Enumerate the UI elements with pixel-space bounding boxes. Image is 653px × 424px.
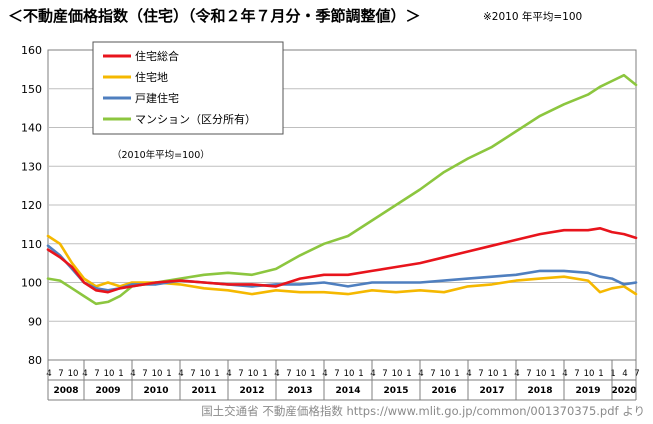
- y-axis: 80 90 100 110 120 130 140 150 160: [21, 44, 42, 367]
- x-month-tick-label: 4: [274, 369, 279, 379]
- x-year-label: 2018: [527, 386, 552, 396]
- legend-label: マンション（区分所有）: [135, 112, 256, 126]
- x-month-tick-label: 1: [550, 369, 555, 379]
- y-tick-label: 160: [21, 44, 42, 57]
- x-month-tick-label: 7: [238, 369, 243, 379]
- y-tick-label: 80: [28, 354, 42, 367]
- x-month-tick-label: 4: [322, 369, 327, 379]
- x-month-tick-label: 4: [178, 369, 183, 379]
- x-month-tick-label: 1: [454, 369, 459, 379]
- x-month-tick-label: 10: [200, 369, 211, 379]
- x-month-tick-label: 1: [406, 369, 411, 379]
- x-month-tick-label: 7: [526, 369, 531, 379]
- x-month-tick-label: 7: [334, 369, 339, 379]
- x-year-label: 2019: [575, 386, 600, 396]
- base-year-note: ※2010 年平均=100: [483, 11, 583, 23]
- x-month-tick-label: 1: [598, 369, 603, 379]
- x-year-label: 2016: [431, 386, 456, 396]
- x-month-tick-label: 10: [584, 369, 595, 379]
- x-month-tick-label: 10: [296, 369, 307, 379]
- x-month-tick-label: 1: [214, 369, 219, 379]
- x-month-tick-label: 4: [466, 369, 471, 379]
- x-month-tick-label: 7: [382, 369, 387, 379]
- x-month-tick-label: 7: [574, 369, 579, 379]
- y-tick-label: 90: [28, 315, 42, 328]
- x-month-tick-label: 4: [562, 369, 567, 379]
- x-month-tick-label: 10: [68, 369, 79, 379]
- series-line-3: [46, 73, 638, 306]
- x-year-label: 2020: [611, 386, 636, 396]
- series-line-2: [46, 244, 638, 292]
- x-month-tick-label: 1: [610, 369, 615, 379]
- y-tick-label: 140: [21, 122, 42, 135]
- x-year-label: 2012: [239, 386, 264, 396]
- x-month-tick-label: 10: [536, 369, 547, 379]
- x-month-tick-label: 7: [286, 369, 291, 379]
- x-month-tick-label: 4: [418, 369, 423, 379]
- x-month-tick-label: 7: [478, 369, 483, 379]
- x-month-tick-label: 7: [142, 369, 147, 379]
- x-year-label: 2017: [479, 386, 504, 396]
- x-month-tick-label: 4: [622, 369, 627, 379]
- legend-label: 住宅総合: [135, 49, 179, 63]
- x-month-tick-label: 4: [370, 369, 375, 379]
- x-month-tick-label: 4: [82, 369, 87, 379]
- x-month-tick-label: 7: [634, 369, 639, 379]
- base-year-annotation: （2010年平均=100）: [112, 149, 210, 161]
- x-year-label: 2011: [191, 386, 216, 396]
- x-month-tick-label: 10: [248, 369, 259, 379]
- x-year-label: 2014: [335, 386, 360, 396]
- y-tick-label: 110: [21, 238, 42, 251]
- y-tick-label: 130: [21, 160, 42, 173]
- x-month-tick-label: 1: [310, 369, 315, 379]
- y-tick-label: 100: [21, 277, 42, 290]
- source-credit: 国土交通省 不動産価格指数 https://www.mlit.go.jp/com…: [201, 404, 645, 418]
- series-line-0: [46, 227, 638, 294]
- x-month-tick-label: 7: [58, 369, 63, 379]
- series-line-1: [46, 234, 638, 296]
- series-lines: [46, 73, 638, 306]
- x-month-tick-label: 10: [104, 369, 115, 379]
- x-year-label: 2010: [143, 386, 168, 396]
- y-tick-label: 120: [21, 199, 42, 212]
- legend-label: 住宅地: [135, 70, 168, 84]
- x-month-tick-label: 4: [46, 369, 51, 379]
- x-month-tick-label: 10: [488, 369, 499, 379]
- page-title: ＜不動産価格指数（住宅）（令和２年７月分・季節調整値）＞: [8, 7, 421, 25]
- x-month-tick-label: 1: [358, 369, 363, 379]
- x-month-tick-label: 7: [190, 369, 195, 379]
- legend-label: 戸建住宅: [135, 91, 179, 105]
- x-month-tick-label: 7: [94, 369, 99, 379]
- x-month-tick-label: 1: [118, 369, 123, 379]
- x-year-label: 2013: [287, 386, 312, 396]
- x-month-tick-label: 10: [344, 369, 355, 379]
- x-year-label: 2008: [53, 386, 78, 396]
- x-month-tick-label: 4: [514, 369, 519, 379]
- x-month-tick-label: 4: [130, 369, 135, 379]
- y-tick-label: 150: [21, 83, 42, 96]
- x-year-label: 2015: [383, 386, 408, 396]
- x-month-tick-label: 1: [502, 369, 507, 379]
- x-year-label: 2009: [95, 386, 120, 396]
- x-month-tick-label: 10: [440, 369, 451, 379]
- x-month-tick-label: 1: [166, 369, 171, 379]
- x-month-tick-label: 1: [262, 369, 267, 379]
- x-month-tick-label: 4: [226, 369, 231, 379]
- x-month-tick-label: 7: [430, 369, 435, 379]
- x-month-tick-label: 10: [152, 369, 163, 379]
- x-month-tick-label: 10: [392, 369, 403, 379]
